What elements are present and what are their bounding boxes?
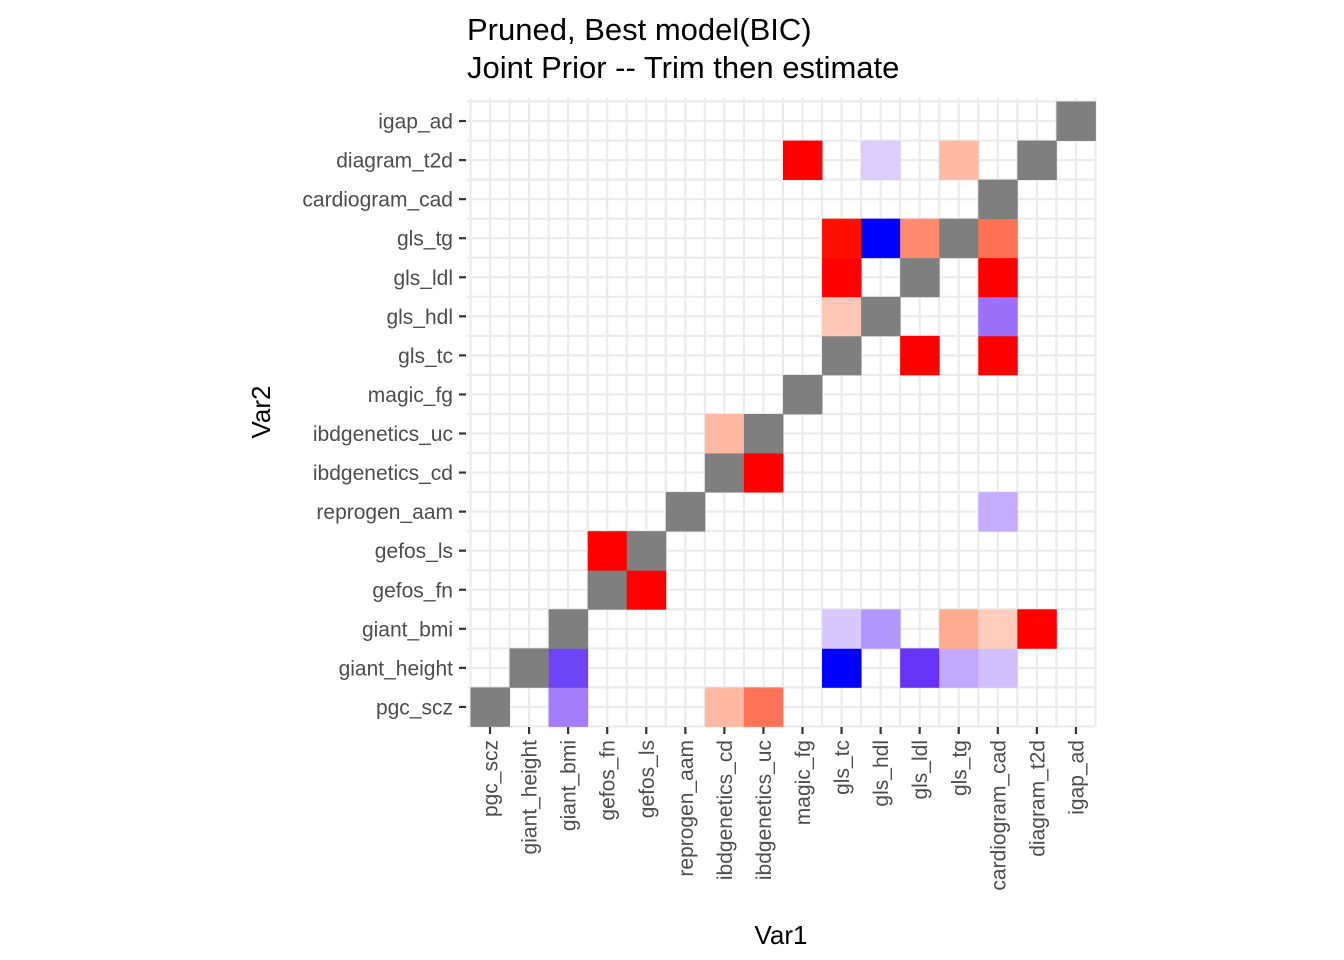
y-tick-label: ibdgenetics_uc	[313, 423, 453, 446]
y-tick-label: gefos_fn	[372, 579, 453, 602]
heatmap-cell-gls_tc-giant_height	[822, 648, 862, 688]
y-tick-label: gls_hdl	[386, 306, 453, 329]
x-tick-label: ibdgenetics_cd	[714, 740, 737, 880]
y-axis-title: Var2	[246, 386, 276, 439]
heatmap-cell-giant_height-giant_height	[509, 648, 550, 688]
heatmap-cell-ibdgenetics_uc-pgc_scz	[743, 687, 784, 727]
x-tick-label: magic_fg	[792, 740, 815, 825]
x-tick-label: giant_bmi	[558, 740, 581, 831]
heatmap-cell-ibdgenetics_cd-ibdgenetics_uc	[704, 413, 745, 454]
x-tick-label: ibdgenetics_uc	[753, 740, 776, 880]
x-tick-label: gls_tc	[831, 740, 854, 795]
heatmap-cells	[470, 101, 1096, 727]
x-axis-title: Var1	[755, 920, 808, 950]
y-tick-label: reprogen_aam	[316, 501, 453, 524]
heatmap-cell-gls_hdl-gls_tg	[861, 218, 901, 259]
x-tick-label: reprogen_aam	[675, 740, 698, 877]
heatmap-cell-gls_tg-giant_height	[939, 648, 979, 688]
heatmap-cell-gls_ldl-giant_height	[900, 648, 940, 688]
heatmap-cell-ibdgenetics_cd-pgc_scz	[704, 687, 745, 727]
x-tick-label: giant_height	[519, 740, 542, 855]
y-tick-label: giant_bmi	[362, 618, 453, 641]
heatmap-cell-gls_ldl-gls_tc	[900, 335, 940, 376]
heatmap-cell-ibdgenetics_uc-ibdgenetics_uc	[743, 413, 784, 454]
heatmap-cell-gls_tc-gls_hdl	[822, 296, 862, 337]
y-tick-label: diagram_t2d	[336, 150, 453, 173]
heatmap-cell-magic_fg-diagram_t2d	[782, 140, 823, 181]
heatmap-cell-diagram_t2d-diagram_t2d	[1017, 140, 1057, 181]
heatmap-cell-gefos_ls-gefos_fn	[626, 570, 667, 610]
y-tick-label: gefos_ls	[375, 540, 453, 563]
heatmap-cell-gefos_ls-gefos_ls	[626, 531, 667, 571]
heatmap-cell-gls_tg-giant_bmi	[939, 609, 979, 649]
heatmap-cell-gls_ldl-gls_ldl	[900, 257, 940, 298]
y-tick-label: pgc_scz	[376, 696, 453, 719]
x-tick-label: gls_tg	[948, 740, 971, 796]
heatmap-cell-reprogen_aam-reprogen_aam	[665, 492, 706, 532]
chart-title-line-2: Joint Prior -- Trim then estimate	[467, 50, 899, 85]
y-tick-label: giant_height	[339, 657, 454, 680]
heatmap-cell-ibdgenetics_cd-ibdgenetics_cd	[704, 453, 745, 493]
y-tick-label: igap_ad	[378, 111, 453, 134]
x-tick-label: gls_hdl	[870, 740, 893, 807]
heatmap-cell-ibdgenetics_uc-ibdgenetics_cd	[743, 453, 784, 493]
x-tick-label: cardiogram_cad	[987, 740, 1010, 891]
heatmap-cell-giant_bmi-pgc_scz	[548, 687, 589, 727]
heatmap-cell-cardiogram_cad-gls_hdl	[978, 296, 1018, 337]
chart-title-line-1: Pruned, Best model(BIC)	[467, 12, 812, 47]
heatmap-cell-cardiogram_cad-giant_bmi	[978, 609, 1018, 649]
heatmap-cell-diagram_t2d-giant_bmi	[1017, 609, 1057, 649]
y-tick-label: gls_tg	[397, 228, 453, 251]
heatmap-cell-magic_fg-magic_fg	[782, 374, 823, 415]
x-tick-label: diagram_t2d	[1026, 740, 1049, 857]
heatmap-cell-gefos_fn-gefos_fn	[587, 570, 628, 610]
heatmap-cell-gls_tc-gls_ldl	[822, 257, 862, 298]
heatmap-cell-gls_hdl-giant_bmi	[861, 609, 901, 649]
heatmap-cell-gls_tg-diagram_t2d	[939, 140, 979, 181]
heatmap-cell-gls_tc-giant_bmi	[822, 609, 862, 649]
heatmap-cell-gls_hdl-diagram_t2d	[861, 140, 901, 181]
heatmap-cell-gls_tc-gls_tg	[822, 218, 862, 259]
heatmap-cell-igap_ad-igap_ad	[1056, 101, 1096, 141]
heatmap-cell-gls_tc-gls_tc	[822, 335, 862, 376]
x-tick-label: gefos_fn	[597, 740, 620, 821]
heatmap-cell-giant_bmi-giant_height	[548, 648, 589, 688]
heatmap-cell-gls_hdl-gls_hdl	[861, 296, 901, 337]
heatmap-cell-gefos_fn-gefos_ls	[587, 531, 628, 571]
x-tick-label: gls_ldl	[909, 740, 932, 800]
x-tick-label: igap_ad	[1065, 740, 1088, 815]
y-tick-label: ibdgenetics_cd	[313, 462, 453, 485]
y-tick-label: cardiogram_cad	[302, 189, 453, 212]
y-tick-label: gls_tc	[398, 345, 453, 368]
heatmap-cell-gls_tg-gls_tg	[939, 218, 979, 259]
heatmap-cell-cardiogram_cad-gls_tg	[978, 218, 1018, 259]
y-tick-label: magic_fg	[368, 384, 453, 407]
heatmap-cell-cardiogram_cad-cardiogram_cad	[978, 179, 1018, 220]
heatmap-cell-giant_bmi-giant_bmi	[548, 609, 589, 649]
x-tick-label: pgc_scz	[480, 740, 503, 817]
x-tick-label: gefos_ls	[636, 740, 659, 818]
y-tick-label: gls_ldl	[393, 267, 453, 290]
heatmap-cell-cardiogram_cad-gls_tc	[978, 335, 1018, 376]
heatmap-cell-cardiogram_cad-giant_height	[978, 648, 1018, 688]
x-axis: pgc_scz giant_height giant_bmi gefos_fn gefo…	[480, 727, 1088, 891]
heatmap-cell-gls_ldl-gls_tg	[900, 218, 940, 259]
heatmap-cell-pgc_scz-pgc_scz	[470, 687, 510, 727]
heatmap-cell-cardiogram_cad-gls_ldl	[978, 257, 1018, 298]
heatmap-cell-cardiogram_cad-reprogen_aam	[978, 492, 1018, 532]
y-axis: pgc_scz giant_height giant_bmi gefos_fn gefo…	[302, 111, 466, 719]
